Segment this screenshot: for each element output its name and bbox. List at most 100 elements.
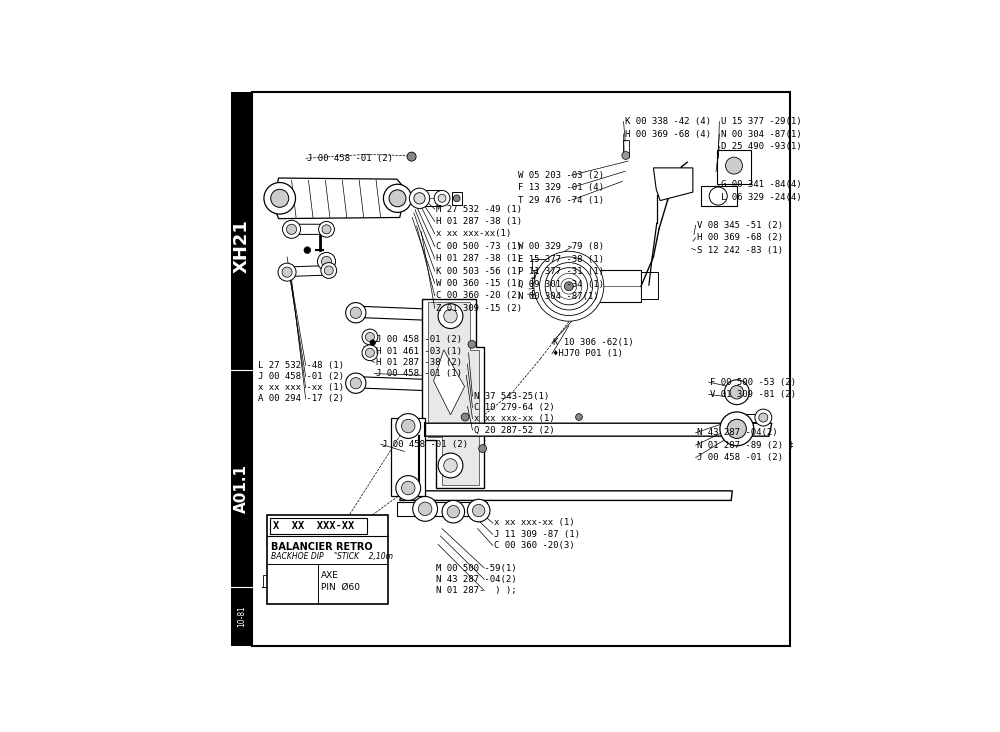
Circle shape (534, 251, 604, 321)
Circle shape (362, 329, 378, 345)
Bar (717, 150, 751, 184)
Circle shape (346, 373, 366, 393)
Circle shape (278, 263, 296, 281)
Circle shape (396, 414, 421, 438)
Text: W 00 360 -15 (1): W 00 360 -15 (1) (436, 279, 522, 288)
Polygon shape (653, 168, 693, 201)
Text: M 27 532 -49 (1): M 27 532 -49 (1) (436, 204, 522, 214)
Circle shape (472, 504, 485, 517)
Circle shape (407, 152, 416, 161)
Circle shape (726, 157, 742, 174)
Circle shape (321, 256, 332, 266)
Bar (532, 259, 546, 270)
Text: BACKHOE DIP    ˜STICK    2,10m: BACKHOE DIP ˜STICK 2,10m (271, 552, 393, 561)
Text: PIN  Ø60: PIN Ø60 (321, 583, 360, 592)
Text: V 08 345 -51 (2): V 08 345 -51 (2) (697, 221, 783, 230)
Circle shape (383, 184, 412, 212)
Circle shape (556, 273, 582, 299)
Text: N 37 543-25(1): N 37 543-25(1) (474, 392, 549, 400)
Polygon shape (352, 376, 422, 390)
Text: E 15 377 -38 (1): E 15 377 -38 (1) (518, 255, 604, 264)
Text: AXE: AXE (321, 571, 339, 580)
Bar (641, 272, 658, 299)
Text: H 00 369 -68 (2): H 00 369 -68 (2) (697, 234, 783, 242)
Circle shape (720, 412, 754, 446)
Text: D 25 490 -93(1): D 25 490 -93(1) (721, 142, 802, 151)
Text: H 01 287 -38 (1): H 01 287 -38 (1) (436, 217, 522, 226)
Circle shape (365, 332, 374, 342)
Bar (532, 277, 544, 288)
Text: XH21: XH21 (232, 219, 250, 272)
Circle shape (283, 220, 301, 239)
Text: J 00 458 -01 (2): J 00 458 -01 (2) (307, 154, 393, 163)
Circle shape (727, 419, 746, 438)
Text: Q 20 287-52 (2): Q 20 287-52 (2) (474, 425, 555, 435)
Text: x xx xxx-xx(1): x xx xxx-xx(1) (436, 229, 512, 239)
Bar (231, 92, 252, 646)
Text: x xx xxx -xx (1): x xx xxx -xx (1) (258, 383, 344, 392)
Circle shape (324, 266, 333, 275)
Polygon shape (287, 224, 331, 234)
Circle shape (409, 188, 430, 209)
Circle shape (370, 340, 376, 346)
Polygon shape (391, 417, 425, 496)
Polygon shape (273, 178, 405, 219)
Polygon shape (352, 306, 422, 320)
Circle shape (317, 253, 336, 270)
Text: J 11 309 -87 (1): J 11 309 -87 (1) (494, 530, 580, 539)
Circle shape (401, 419, 415, 433)
Text: x xx xxx-xx (1): x xx xxx-xx (1) (494, 518, 575, 528)
Text: U 15 377 -29(1): U 15 377 -29(1) (721, 117, 802, 126)
Circle shape (282, 267, 292, 277)
Circle shape (461, 413, 469, 421)
Text: N 43 287 -04(2): N 43 287 -04(2) (436, 575, 517, 584)
Circle shape (561, 278, 577, 294)
Text: K 10 306 -62(1): K 10 306 -62(1) (553, 338, 634, 347)
Polygon shape (263, 575, 303, 586)
Circle shape (396, 476, 421, 501)
Text: BALANCIER RETRO: BALANCIER RETRO (271, 542, 372, 552)
Polygon shape (701, 187, 737, 206)
Text: K 00 338 -42 (4): K 00 338 -42 (4) (625, 117, 711, 126)
Circle shape (540, 257, 598, 315)
Circle shape (564, 282, 573, 291)
Text: Q 09 301 -34 (1): Q 09 301 -34 (1) (518, 280, 604, 288)
Text: G 00 341 -84(4): G 00 341 -84(4) (721, 180, 802, 190)
Text: A 00 294 -17 (2): A 00 294 -17 (2) (258, 395, 344, 403)
Text: W 00 329 -79 (8): W 00 329 -79 (8) (518, 242, 604, 251)
Polygon shape (417, 423, 772, 436)
Text: J 00 458 -01 (2): J 00 458 -01 (2) (258, 372, 344, 381)
Text: N 01 287-  ) );: N 01 287- ) ); (436, 586, 517, 595)
Text: ♦HJ70 P01 (1): ♦HJ70 P01 (1) (553, 349, 623, 359)
Text: K 00 503 -56 (1): K 00 503 -56 (1) (436, 266, 522, 275)
Circle shape (755, 409, 772, 426)
Circle shape (434, 190, 450, 206)
Circle shape (418, 502, 432, 515)
Text: V 01 309 -81 (2): V 01 309 -81 (2) (710, 390, 796, 399)
Text: W 05 203 -03 (2): W 05 203 -03 (2) (518, 171, 604, 179)
Circle shape (319, 221, 334, 237)
Polygon shape (735, 414, 763, 422)
Polygon shape (270, 559, 297, 575)
Circle shape (453, 195, 460, 202)
Circle shape (442, 501, 465, 523)
Text: M 00 500 -59(1): M 00 500 -59(1) (436, 564, 517, 572)
Circle shape (365, 348, 374, 357)
Circle shape (389, 190, 406, 206)
Circle shape (444, 310, 457, 323)
Text: C 00 360 -20(3): C 00 360 -20(3) (494, 541, 575, 550)
Circle shape (438, 304, 463, 329)
Circle shape (576, 414, 582, 420)
Text: F 00 500 -53 (2): F 00 500 -53 (2) (710, 378, 796, 386)
Circle shape (622, 152, 630, 160)
Circle shape (346, 302, 366, 323)
Text: N 01 287 -89 (2) ‡: N 01 287 -89 (2) ‡ (697, 441, 794, 449)
Text: P 11 377 -31 (1): P 11 377 -31 (1) (518, 267, 604, 276)
Text: H 01 461 -03 (1): H 01 461 -03 (1) (376, 346, 462, 356)
Circle shape (550, 268, 587, 305)
Circle shape (709, 187, 727, 205)
Polygon shape (428, 302, 479, 485)
Circle shape (401, 481, 415, 495)
Text: T 29 476 -74 (1): T 29 476 -74 (1) (518, 195, 604, 204)
Polygon shape (400, 491, 732, 501)
